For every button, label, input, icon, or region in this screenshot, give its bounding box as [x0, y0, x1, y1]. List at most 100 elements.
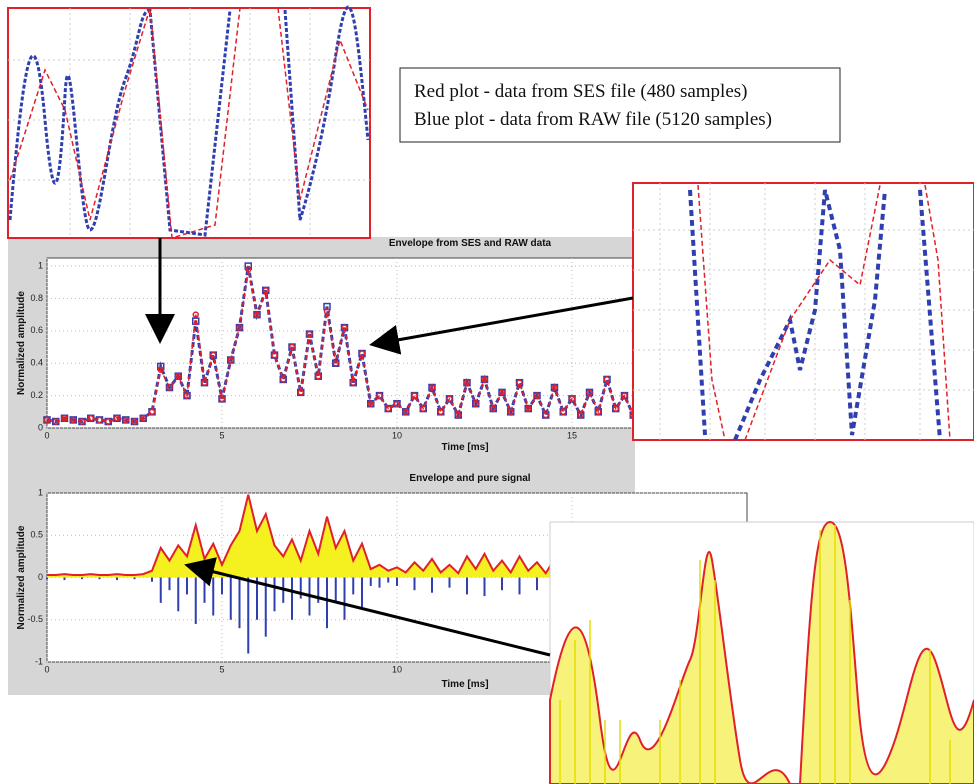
y-tick-label: 1	[38, 487, 43, 497]
marker	[393, 400, 401, 407]
y-axis-label: Normalized amplitude	[16, 525, 27, 629]
note-line: Red plot - data from SES file (480 sampl…	[414, 81, 748, 102]
marker	[621, 392, 628, 399]
marker	[175, 372, 182, 380]
marker	[350, 379, 357, 386]
marker	[61, 415, 68, 422]
x-tick-label: 5	[219, 430, 224, 440]
chart-title: Envelope and pure signal	[409, 473, 530, 484]
marker	[262, 287, 269, 294]
y-tick-label: 0.8	[30, 293, 43, 303]
x-tick-label: 0	[44, 664, 49, 674]
marker	[498, 389, 506, 396]
x-axis-label: Time [ms]	[441, 679, 488, 690]
marker	[542, 411, 549, 419]
y-tick-label: 0.2	[30, 390, 43, 400]
chart-title: Envelope from SES and RAW data	[389, 238, 552, 249]
y-tick-label: 0	[38, 572, 43, 582]
x-tick-label: 0	[44, 430, 49, 440]
marker	[332, 359, 339, 367]
y-tick-label: 0.5	[30, 530, 43, 540]
inset-area	[549, 520, 974, 784]
marker	[288, 343, 296, 351]
marker	[227, 356, 234, 364]
marker	[323, 308, 331, 315]
marker	[201, 379, 208, 386]
marker	[376, 392, 383, 399]
marker	[105, 418, 112, 425]
x-tick-label: 5	[219, 664, 224, 674]
marker	[358, 350, 366, 357]
marker	[245, 266, 252, 273]
marker	[96, 416, 103, 424]
marker	[516, 379, 523, 386]
marker	[463, 379, 471, 386]
marker	[525, 405, 532, 412]
marker	[166, 384, 173, 391]
y-tick-label: 0.4	[30, 358, 43, 368]
marker	[612, 405, 619, 412]
arrow	[184, 557, 551, 657]
marker	[236, 324, 243, 331]
marker	[183, 392, 191, 399]
marker	[113, 415, 121, 422]
x-tick-label: 10	[392, 430, 402, 440]
marker	[244, 262, 252, 270]
marker	[157, 366, 164, 373]
x-axis-label: Time [ms]	[441, 442, 488, 453]
marker	[253, 311, 261, 318]
inset-frame	[632, 182, 974, 441]
marker	[603, 376, 611, 383]
note-line: Blue plot - data from RAW file (5120 sam…	[414, 109, 772, 130]
marker	[315, 372, 322, 380]
x-tick-label: 10	[392, 664, 402, 674]
marker	[280, 376, 287, 383]
marker	[533, 392, 541, 399]
y-tick-label: 0.6	[30, 325, 43, 335]
marker	[192, 317, 200, 325]
zoom-inset-top-left	[7, 5, 371, 239]
zoom-inset-bottom-right	[549, 520, 974, 784]
marker	[385, 405, 392, 412]
marker	[218, 395, 226, 403]
y-tick-label: -0.5	[27, 614, 43, 624]
series-line	[46, 269, 678, 423]
marker	[586, 389, 593, 396]
inset-fine	[559, 525, 951, 784]
marker	[560, 408, 567, 416]
inset-curve	[697, 184, 951, 441]
marker	[192, 311, 199, 318]
marker	[140, 415, 147, 422]
marker	[402, 408, 409, 416]
marker	[595, 408, 602, 416]
marker	[577, 411, 584, 419]
inset-curve	[688, 189, 942, 441]
y-tick-label: 1	[38, 260, 43, 270]
marker	[43, 416, 51, 424]
y-tick-label: -1	[35, 656, 43, 666]
marker	[306, 330, 313, 338]
marker	[481, 376, 488, 383]
marker	[428, 384, 436, 391]
marker	[87, 415, 94, 422]
y-tick-label: 0	[38, 422, 43, 432]
marker	[341, 324, 348, 331]
marker	[131, 418, 138, 425]
y-axis-label: Normalized amplitude	[16, 291, 27, 395]
x-tick-label: 15	[567, 430, 577, 440]
inset-grid	[8, 8, 370, 238]
inset-curve	[8, 5, 370, 237]
marker	[210, 351, 217, 359]
inset-frame	[7, 7, 371, 239]
marker	[297, 389, 304, 396]
marker	[446, 395, 453, 403]
marker	[455, 411, 462, 419]
zoom-inset-right	[632, 182, 974, 441]
marker	[411, 392, 418, 399]
marker	[52, 418, 59, 425]
marker	[472, 400, 479, 407]
marker	[367, 400, 374, 407]
note-box: Red plot - data from SES file (480 sampl…	[399, 67, 841, 143]
